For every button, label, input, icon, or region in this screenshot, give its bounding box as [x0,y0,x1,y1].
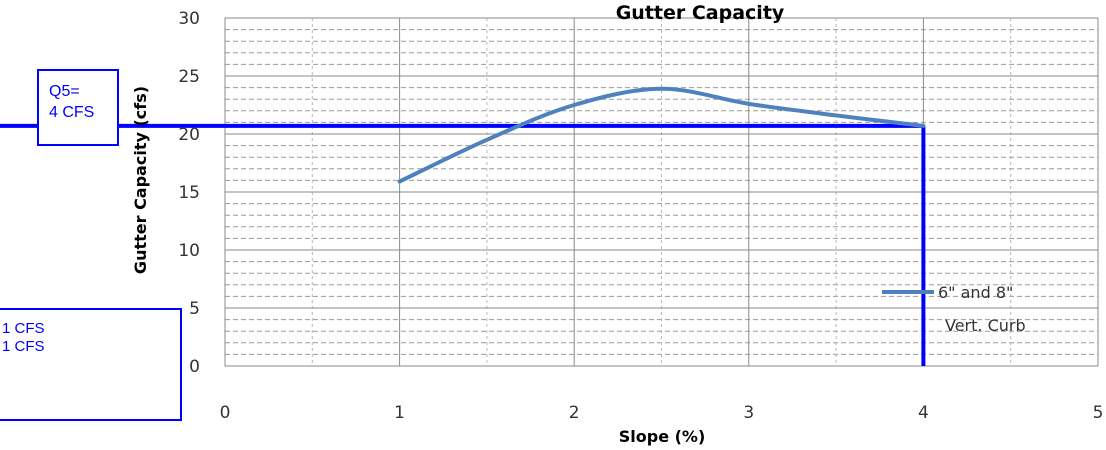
x-tick-label: 5 [1093,403,1104,423]
q5-label: Q5= [49,83,80,100]
y-tick-label: 20 [178,125,200,145]
y-tick-label: 10 [178,241,200,261]
legend: 6" and 8" Vert. Curb [882,283,1026,335]
x-tick-label: 3 [743,403,754,423]
y-tick-label: 0 [189,357,200,377]
legend-label-line: 6" and 8" [938,283,1013,302]
legend-label-line: Vert. Curb [945,316,1026,335]
tick-labels: 0 1 2 3 4 5 0 5 10 15 20 25 30 [178,9,1103,423]
series-line [397,86,926,184]
y-tick-label: 25 [178,67,200,87]
x-tick-label: 4 [918,403,929,423]
legend-label: 6" and 8" Vert. Curb [938,283,1026,335]
q5-annotation-box: Q5= 4 CFS [37,69,119,146]
x-tick-label: 1 [394,403,405,423]
chart-title: Gutter Capacity [616,2,785,24]
cfs-line-2: 1 CFS [2,338,45,355]
x-tick-label: 2 [569,403,580,423]
series-layer [397,86,926,184]
gridlines [224,17,1099,367]
y-tick-label: 5 [189,299,200,319]
x-axis-title: Slope (%) [619,427,706,446]
cfs-line-1: 1 CFS [2,320,45,337]
q5-value: 4 CFS [49,104,95,121]
y-axis-title: Gutter Capacity (cfs) [131,86,150,274]
y-tick-label: 30 [178,9,200,29]
x-tick-label: 0 [220,403,231,423]
reference-lines [0,123,926,366]
y-tick-label: 15 [178,183,200,203]
cfs-annotation-box: 1 CFS 1 CFS [0,308,182,421]
